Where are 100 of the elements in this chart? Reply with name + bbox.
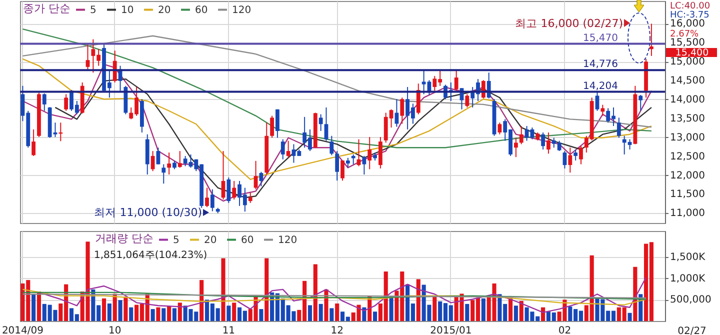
candlestick (562, 150, 567, 169)
bar (432, 296, 437, 321)
bar (514, 306, 518, 321)
text: HC:-3.75 (670, 10, 710, 20)
bar (118, 300, 122, 321)
candlestick (318, 114, 323, 132)
bar (318, 304, 323, 321)
y-tick-label: 13,500 (670, 113, 705, 124)
candlestick (650, 23, 654, 56)
candlestick (280, 138, 285, 160)
annotation: 최고 16,000 (02/27) (515, 17, 623, 30)
candlestick (530, 127, 534, 140)
candlestick (574, 149, 578, 161)
bar (264, 258, 269, 321)
bar (335, 304, 340, 321)
candlestick (454, 70, 458, 92)
bar (150, 309, 155, 321)
candlestick (205, 187, 209, 208)
legend-label: 60 (241, 234, 254, 246)
text: 15,400 (675, 48, 709, 58)
x-tick-label: 10 (108, 326, 122, 335)
y-tick-label: 15,000 (670, 56, 705, 68)
x-tick-label: 2014/09 (2, 326, 44, 335)
candlestick (248, 192, 252, 204)
candlestick (167, 152, 172, 176)
bar (226, 306, 231, 321)
candlestick (335, 150, 340, 182)
candlestick (568, 147, 572, 174)
y-tick-label: 11,500 (670, 189, 705, 200)
bar (167, 306, 172, 321)
bar (221, 258, 226, 321)
line-series (22, 28, 652, 148)
candlestick (210, 188, 214, 212)
legend-title: 거래량 단순 (95, 232, 154, 245)
candlestick (42, 92, 46, 112)
candlestick (616, 117, 621, 138)
legend-label: 10 (121, 4, 134, 16)
y-tick-label: 16,000 (670, 18, 705, 30)
bar (519, 300, 524, 321)
x-tick-label: 12 (330, 326, 344, 335)
candlestick (514, 137, 518, 158)
y-tick-label: 13,000 (670, 132, 705, 144)
candlestick (368, 136, 372, 170)
y-tick-label: 11,000 (670, 208, 705, 220)
candlestick (351, 154, 356, 165)
candlestick (600, 104, 605, 116)
y-tick-label: 500,000 (670, 294, 712, 306)
bar (32, 294, 36, 321)
text: 2.67% (670, 30, 700, 40)
line-series (22, 292, 647, 300)
candlestick (254, 160, 258, 190)
line-series (38, 276, 647, 314)
y-tick-label: 14,000 (670, 94, 705, 106)
legend-label: 120 (232, 4, 252, 16)
candlestick (112, 50, 117, 83)
bar (172, 308, 177, 321)
ref-line-label: 15,470 (583, 32, 618, 44)
candlestick (378, 136, 382, 169)
bar (628, 312, 632, 321)
bar (308, 305, 312, 321)
bar (129, 307, 134, 321)
candlestick (232, 180, 236, 200)
bar (481, 298, 486, 321)
bar (372, 312, 378, 321)
candlestick (324, 106, 328, 142)
candlestick (524, 126, 529, 142)
bar (259, 309, 264, 321)
ref-line-label: 14,776 (583, 59, 618, 70)
candlestick (519, 126, 524, 145)
candlestick (162, 164, 166, 184)
y-tick-label: 15,500 (670, 38, 705, 49)
candlestick (270, 115, 274, 138)
legend-label: 20 (204, 234, 217, 246)
candlestick (400, 97, 404, 124)
candlestick (64, 94, 68, 112)
line-series (22, 288, 647, 306)
legend-label: 20 (158, 4, 171, 16)
bar (313, 264, 318, 321)
text: 02/27 (678, 326, 706, 335)
candlestick (330, 135, 334, 156)
y-tick-label: 1,500K (670, 252, 706, 264)
line-series (22, 58, 652, 180)
annotation: 1,851,064주(104.23%) (94, 250, 208, 261)
candlestick (346, 157, 350, 168)
x-tick-label: 11 (222, 326, 236, 335)
candlestick (498, 122, 502, 135)
candlestick (579, 146, 583, 165)
y-tick-label: 1,000K (670, 273, 706, 284)
candlestick (638, 94, 643, 112)
candlestick (32, 128, 36, 156)
bar (330, 308, 334, 321)
candlestick (86, 44, 90, 72)
candlestick (340, 160, 344, 182)
candlestick (178, 150, 182, 168)
candlestick (226, 177, 231, 204)
y-tick-label: 14,500 (670, 76, 705, 87)
bar (124, 296, 128, 321)
x-tick-label: 02 (558, 326, 572, 335)
bar (102, 298, 106, 321)
legend-label: 120 (278, 234, 298, 246)
